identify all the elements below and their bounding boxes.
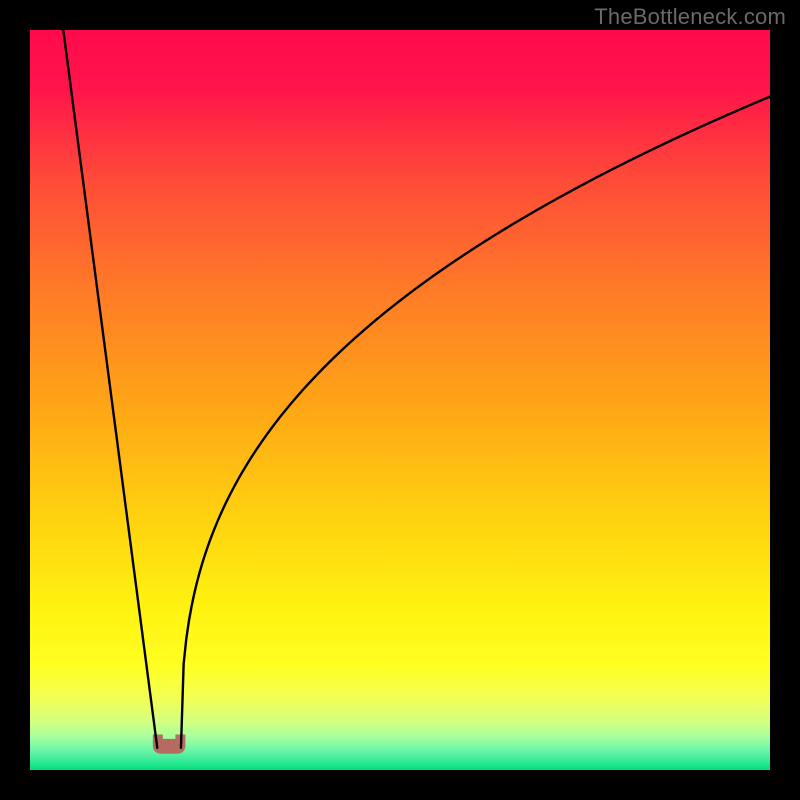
gradient-background bbox=[30, 30, 770, 770]
bottleneck-curve-chart bbox=[0, 0, 800, 800]
watermark-label: TheBottleneck.com bbox=[594, 4, 786, 30]
chart-stage: TheBottleneck.com bbox=[0, 0, 800, 800]
